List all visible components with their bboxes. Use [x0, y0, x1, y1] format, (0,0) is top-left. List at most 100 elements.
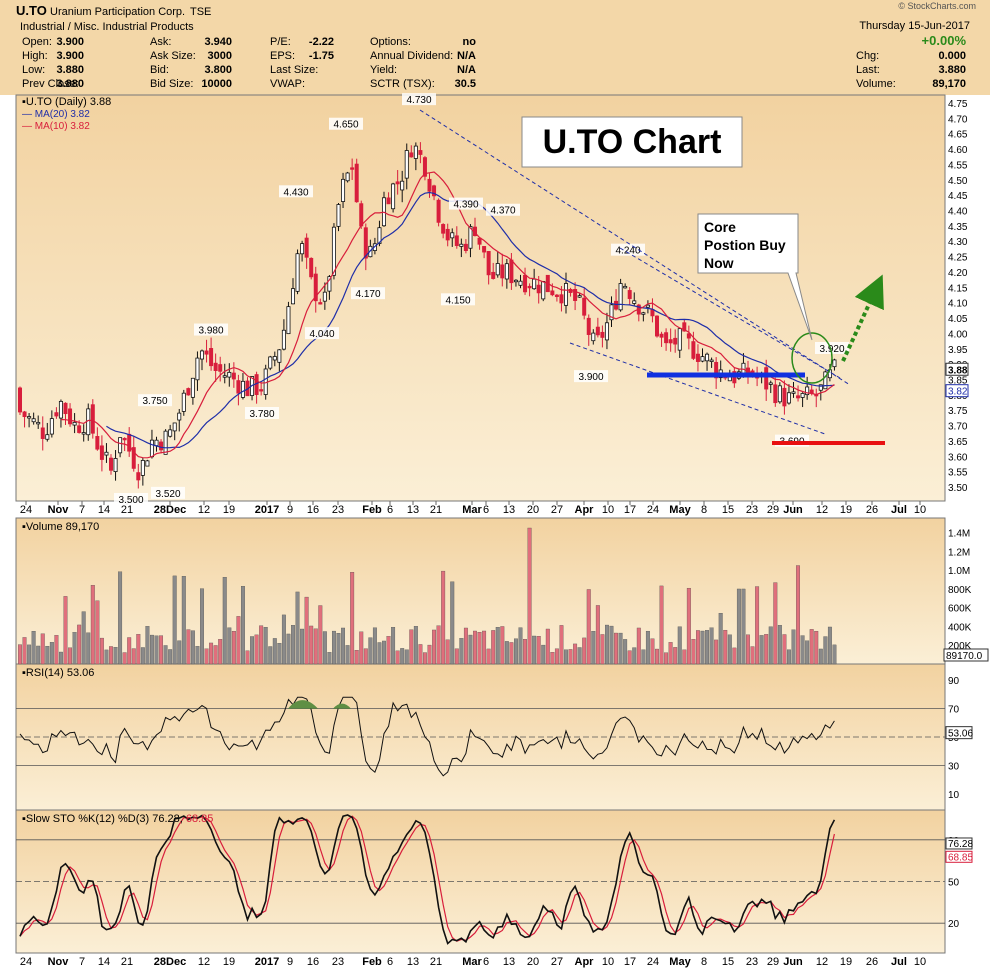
volume-axis-label: 1.4M: [948, 529, 970, 540]
x-tick-label: May: [669, 504, 691, 516]
last-price-value: 3.88: [948, 365, 968, 376]
candle-body: [377, 227, 382, 244]
x-tick-label: 7: [79, 504, 85, 516]
x-tick-label: 10: [602, 956, 614, 968]
volume-bar: [673, 647, 678, 665]
candle-body: [450, 232, 455, 239]
volume-bar: [696, 630, 700, 665]
x-tick-label: Jun: [783, 504, 803, 516]
volume-bar: [368, 637, 373, 665]
exchange: TSE: [190, 6, 211, 18]
candle-body: [554, 294, 559, 297]
candle-body: [58, 400, 63, 419]
volume-bar: [345, 645, 350, 665]
candle-body: [491, 271, 496, 279]
candle-body: [345, 172, 350, 182]
candle-body: [650, 309, 655, 317]
stat-label: Chg:: [856, 50, 879, 62]
y-tick-label: 4.65: [948, 130, 968, 141]
candle-body: [236, 380, 241, 394]
candle-body: [796, 395, 801, 399]
stat-label: SCTR (TSX):: [370, 78, 435, 90]
candle-body: [422, 157, 427, 177]
candle-body: [668, 339, 673, 344]
candle-body: [577, 295, 582, 298]
candle-body: [322, 291, 327, 302]
candle-body: [336, 204, 341, 227]
candle-body: [54, 412, 59, 417]
x-tick-label: 21: [430, 956, 442, 968]
volume-bar: [564, 649, 568, 665]
volume-bar: [295, 591, 300, 665]
candle-body: [295, 253, 300, 292]
candle-body: [573, 288, 578, 301]
volume-axis-label: 200K: [948, 641, 972, 652]
volume-bar: [827, 626, 832, 665]
y-tick-label: 4.70: [948, 114, 968, 125]
callout-line: Core: [704, 219, 736, 235]
volume-bar: [727, 634, 732, 665]
stat-value: 0.000: [938, 50, 966, 62]
volume-bar: [382, 640, 386, 665]
candle-body: [513, 279, 518, 283]
volume-bar: [814, 630, 819, 665]
candle-body: [313, 273, 318, 302]
volume-bar: [791, 629, 796, 665]
candle-body: [304, 237, 309, 258]
volume-bar: [677, 626, 682, 665]
volume-bar: [832, 644, 837, 665]
volume-bar: [645, 630, 650, 665]
candle-body: [27, 416, 32, 419]
volume-bar: [54, 635, 59, 665]
volume-bar: [395, 650, 400, 665]
candle-body: [486, 251, 491, 276]
x-tick-label: Mar: [462, 956, 482, 968]
x-tick-label: 13: [503, 504, 515, 516]
volume-last-value: 89170.0: [946, 651, 983, 662]
volume-bar: [18, 644, 22, 665]
candle-body: [436, 199, 441, 223]
candle-body: [600, 331, 605, 338]
volume-bar: [550, 652, 555, 665]
x-tick-label: 23: [746, 956, 758, 968]
candle-body: [231, 372, 236, 380]
candle-body: [800, 393, 805, 398]
price-label-bg: [245, 406, 279, 419]
volume-bar: [759, 635, 764, 665]
x-tick-label: 29: [767, 504, 779, 516]
stoch-d-value: 68.85: [948, 852, 973, 863]
candle-body: [614, 300, 619, 310]
candle-body: [149, 439, 154, 458]
candle-body: [268, 356, 273, 369]
candle-body: [131, 447, 136, 469]
candle-body: [427, 178, 432, 192]
volume-bar: [109, 646, 113, 665]
symbol: U.TO: [16, 3, 47, 18]
x-tick-label: 10: [914, 956, 926, 968]
x-tick-label: 12: [816, 956, 828, 968]
candle-body: [213, 362, 218, 371]
x-tick-label: Mar: [462, 504, 482, 516]
candle-body: [195, 357, 200, 381]
volume-bar: [650, 638, 655, 665]
volume-bar: [468, 634, 473, 665]
stoch-legend: ▪Slow STO %K(12) %D(3) 76.28, 68.85: [22, 813, 213, 825]
volume-bar: [95, 600, 100, 665]
candle-body: [272, 356, 277, 361]
x-tick-label: 17: [624, 504, 636, 516]
x-tick-label: 27: [551, 956, 563, 968]
candle-body: [181, 392, 186, 412]
candle-body: [604, 322, 609, 341]
volume-axis-label: 1.0M: [948, 566, 970, 577]
volume-bar: [573, 643, 578, 665]
volume-bar: [800, 635, 805, 665]
candle-body: [559, 294, 564, 304]
candle-body: [354, 163, 359, 203]
candle-body: [68, 408, 73, 425]
candle-body: [786, 392, 791, 404]
volume-bar: [623, 639, 628, 665]
rsi-axis-label: 10: [948, 790, 960, 801]
volume-bar: [213, 645, 218, 665]
volume-bar: [614, 632, 618, 665]
stoch-axis-label: 50: [948, 878, 960, 889]
